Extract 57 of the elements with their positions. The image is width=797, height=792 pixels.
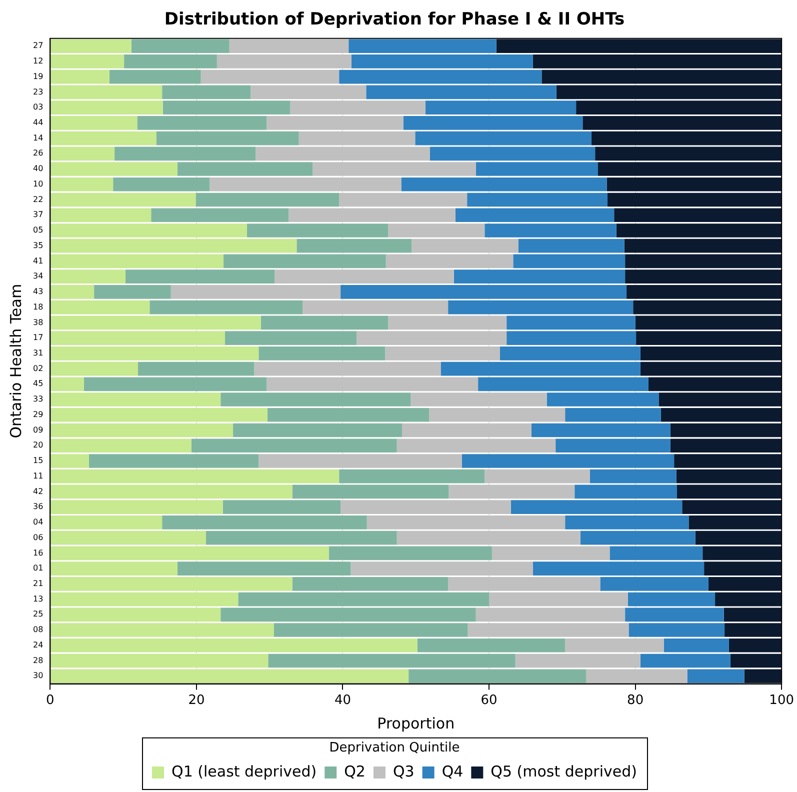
legend-label: Q3 xyxy=(392,762,414,780)
y-tick-label: 15 xyxy=(32,456,44,466)
y-tick-label: 27 xyxy=(32,41,44,50)
x-tick-label: 60 xyxy=(480,692,498,708)
legend-label: Q5 (most deprived) xyxy=(490,762,637,780)
y-axis-title: Ontario Health Team xyxy=(6,284,25,438)
y-tick-label: 04 xyxy=(32,518,44,527)
y-tick-label: 17 xyxy=(32,333,44,342)
y-tick-label: 34 xyxy=(32,272,44,281)
y-tick-label: 37 xyxy=(32,210,44,220)
y-tick-label: 10 xyxy=(32,179,44,188)
x-tick-label: 80 xyxy=(627,692,644,708)
chart-title: Distribution of Deprivation for Phase I & II OHTs xyxy=(164,10,625,30)
y-tick-label: 42 xyxy=(32,486,44,496)
y-tick-label: 09 xyxy=(32,425,44,434)
y-tick-label: 23 xyxy=(32,87,44,96)
y-tick-label: 02 xyxy=(32,364,44,373)
y-tick-label: 11 xyxy=(32,471,44,480)
y-tick-label: 25 xyxy=(32,610,44,619)
y-tick-label: 16 xyxy=(32,548,44,558)
y-tick-label: 28 xyxy=(32,656,44,665)
y-tick-label: 35 xyxy=(32,240,44,250)
y-tick-label: 29 xyxy=(32,410,44,419)
x-tick-label: 100 xyxy=(769,692,794,708)
legend-label: Q2 xyxy=(344,762,366,780)
y-tick-label: 38 xyxy=(32,318,44,327)
x-axis-title: Proportion xyxy=(377,714,455,732)
y-tick-label: 43 xyxy=(32,287,44,296)
y-tick-label: 12 xyxy=(32,56,44,66)
y-tick-label: 22 xyxy=(32,194,44,204)
y-tick-label: 44 xyxy=(32,118,44,127)
y-tick-label: 41 xyxy=(32,256,44,266)
y-tick-label: 08 xyxy=(32,625,44,634)
y-tick-label: 45 xyxy=(32,379,44,388)
x-tick-label: 40 xyxy=(334,692,352,708)
y-tick-label: 36 xyxy=(32,502,44,512)
y-tick-label: 26 xyxy=(32,148,44,158)
y-tick-label: 20 xyxy=(32,440,44,450)
y-tick-label: 01 xyxy=(32,564,44,573)
y-tick-label: 19 xyxy=(32,72,44,81)
y-tick-label: 14 xyxy=(32,133,44,142)
legend-label: Q1 (least deprived) xyxy=(172,762,317,780)
y-tick-label: 05 xyxy=(32,226,44,235)
y-tick-label: 31 xyxy=(32,348,44,358)
y-tick-label: 18 xyxy=(32,302,44,312)
y-tick-label: 30 xyxy=(32,671,44,680)
x-tick-label: 0 xyxy=(46,692,54,708)
y-tick-label: 06 xyxy=(32,532,44,542)
y-tick-label: 13 xyxy=(32,594,44,604)
y-tick-label: 24 xyxy=(32,640,44,650)
legend-label: Q4 xyxy=(442,762,464,780)
legend-title: Deprivation Quintile xyxy=(329,740,460,756)
y-tick-label: 33 xyxy=(32,394,44,404)
x-tick-label: 20 xyxy=(188,692,205,708)
y-tick-label: 03 xyxy=(32,102,44,112)
y-tick-label: 40 xyxy=(32,164,44,174)
y-tick-label: 21 xyxy=(32,578,44,588)
